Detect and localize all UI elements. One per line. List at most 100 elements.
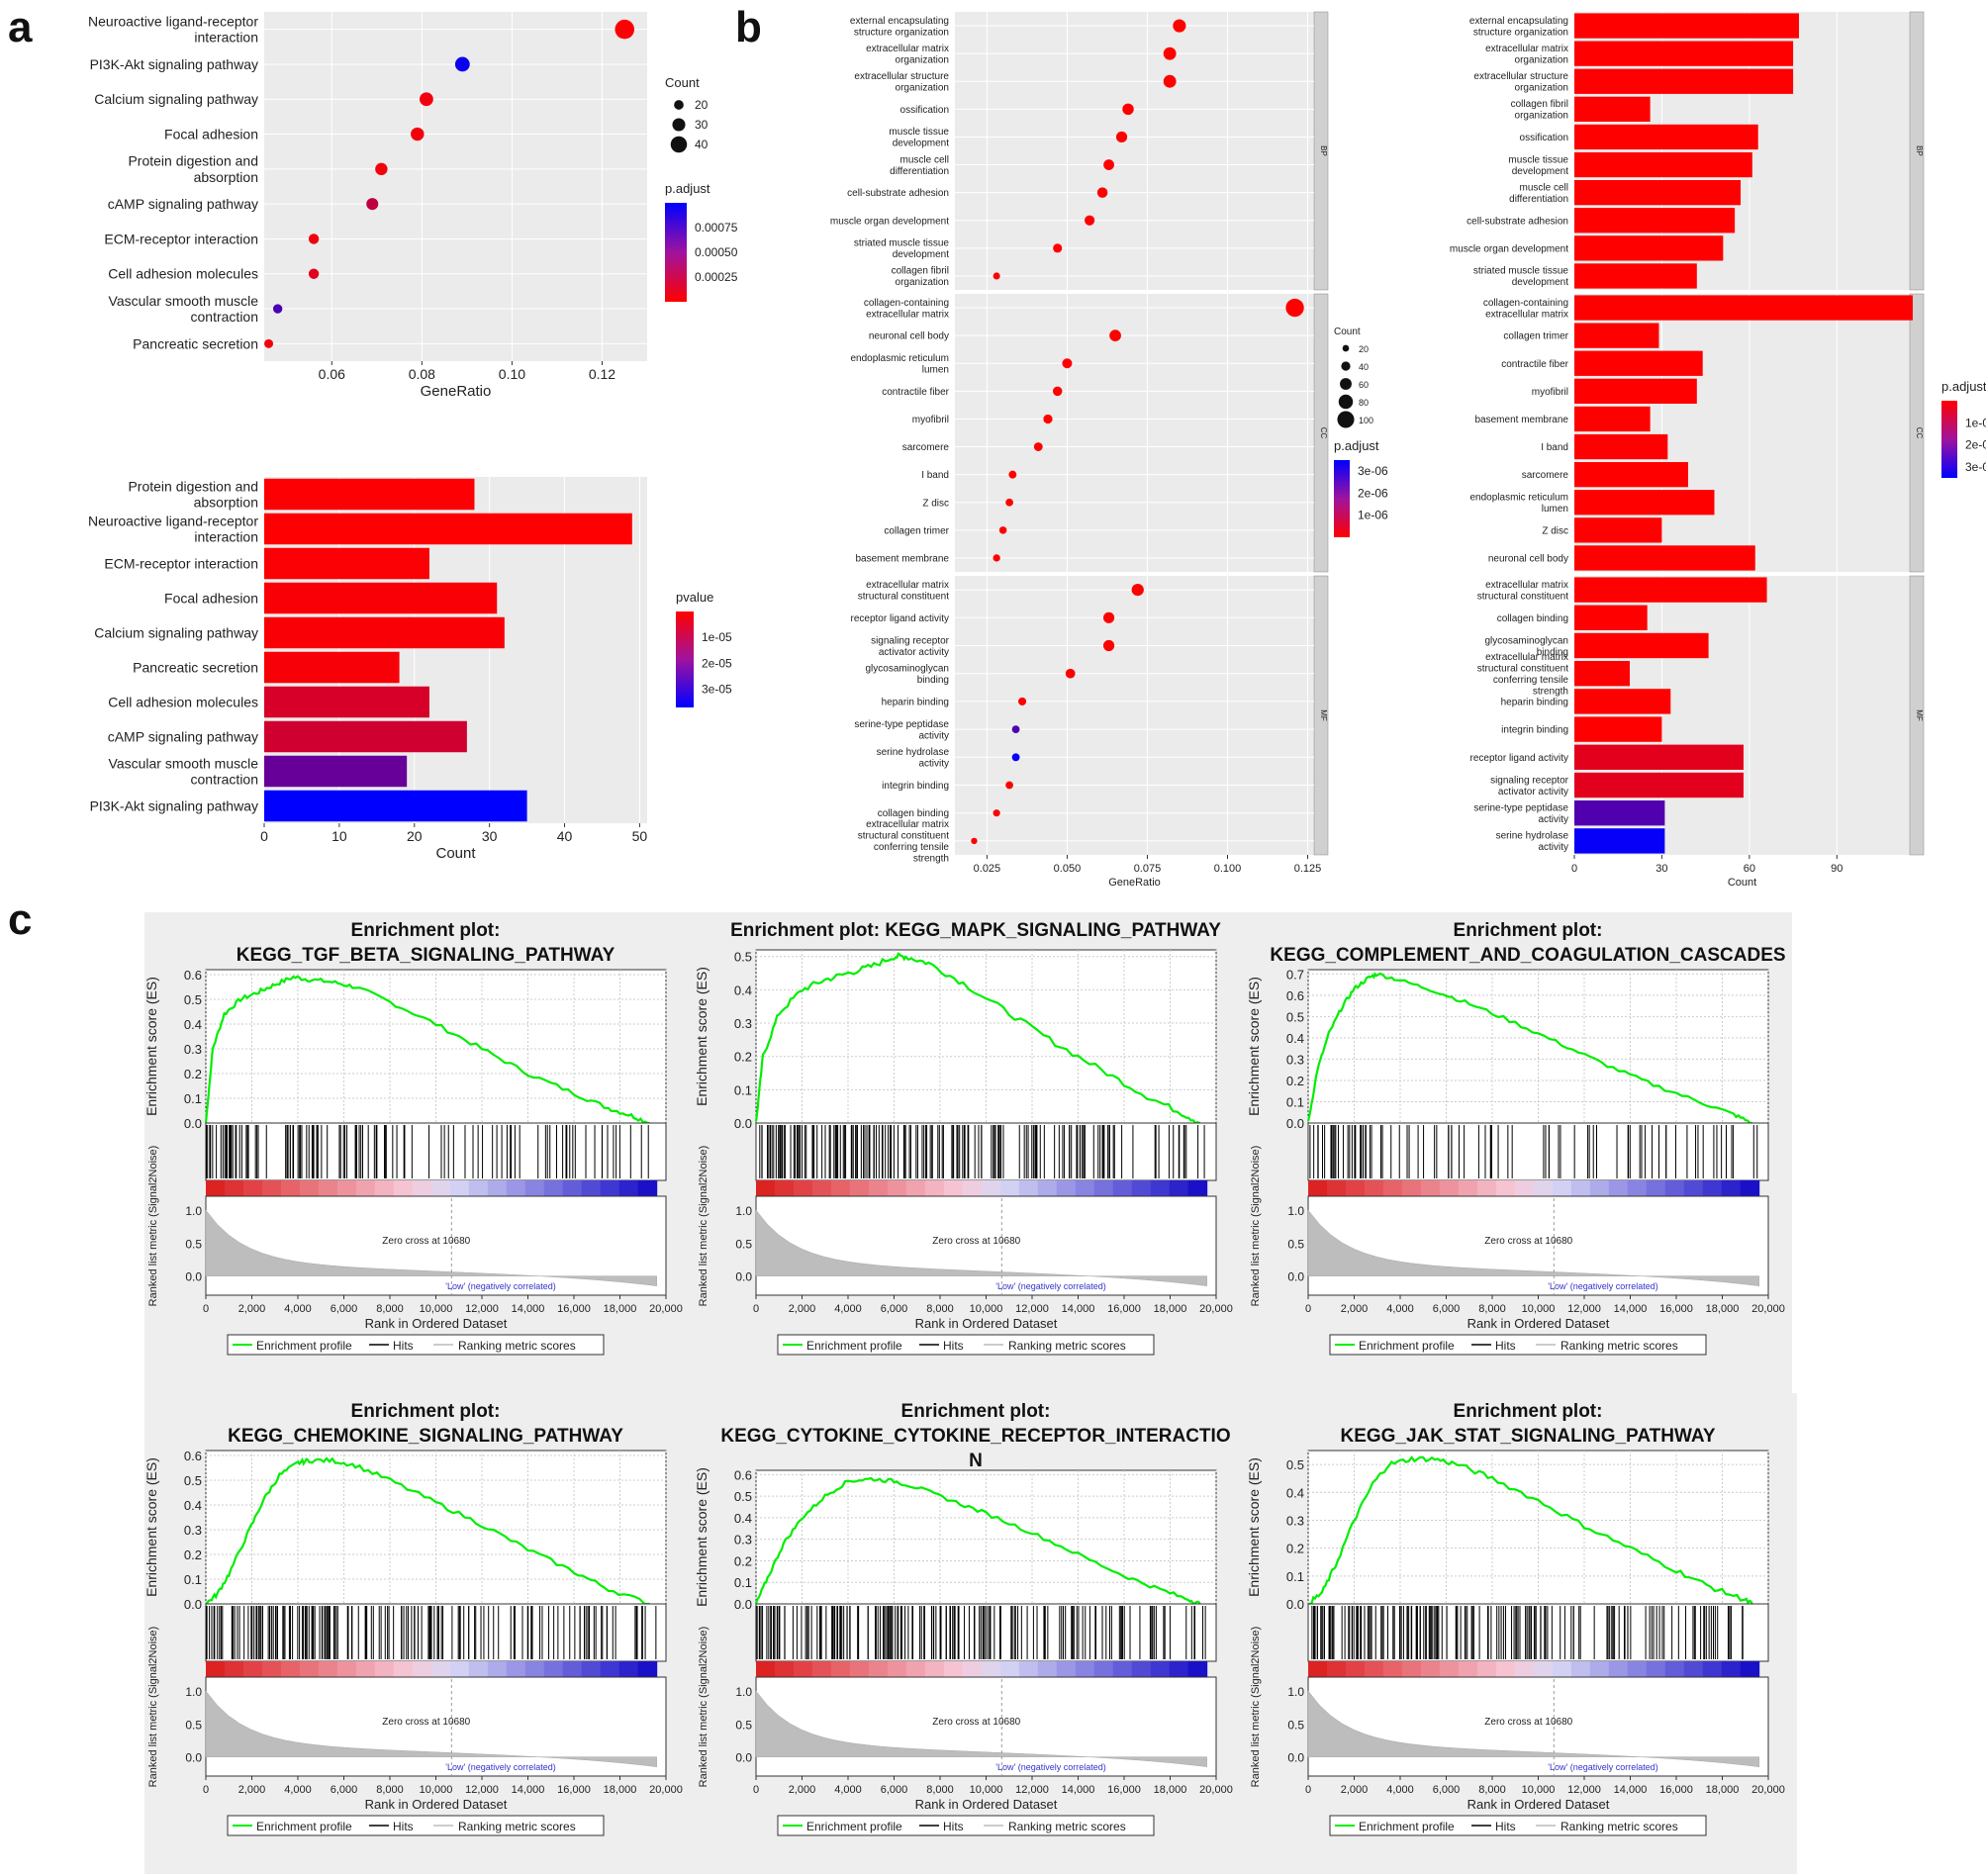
x-tick-label: 6,000 xyxy=(881,1303,908,1315)
data-point xyxy=(411,127,425,141)
x-tick-label: 0.10 xyxy=(499,366,525,382)
x-axis-label: Rank in Ordered Dataset xyxy=(915,1797,1058,1812)
rank-color-segment xyxy=(1702,1661,1723,1677)
bar xyxy=(1574,13,1799,39)
zero-cross-label: Zero cross at 10680 xyxy=(932,1236,1020,1247)
plot-background xyxy=(955,12,1314,290)
y-tick-label: heparin binding xyxy=(882,697,949,707)
y-tick-label: signaling receptor xyxy=(871,635,950,646)
y-tick-label: Pancreatic secretion xyxy=(133,659,258,675)
y-tick-label: contraction xyxy=(191,771,258,787)
y-tick-label: strength xyxy=(1533,686,1568,697)
x-tick-label: 4,000 xyxy=(834,1784,862,1796)
rank-color-segment xyxy=(618,1180,639,1196)
y-tick-label: Calcium signaling pathway xyxy=(94,624,258,640)
rank-color-segment xyxy=(1187,1180,1208,1196)
facet-label: BP xyxy=(1915,145,1924,156)
rank-color-segment xyxy=(1552,1180,1572,1196)
rank-color-segment xyxy=(206,1661,226,1677)
es-y-axis-label: Enrichment score (ES) xyxy=(143,977,159,1116)
rank-color-segment xyxy=(524,1661,545,1677)
rank-color-segment xyxy=(1420,1661,1441,1677)
y-tick-label: sarcomere xyxy=(1522,470,1569,481)
y-tick-label: extracellular matrix xyxy=(866,309,949,320)
legend-label: Ranking metric scores xyxy=(1560,1339,1678,1353)
enrichment-profile-line xyxy=(754,1476,1201,1605)
y-tick-label: collagen-containing xyxy=(1483,298,1568,309)
y-tick-label: extracellular matrix xyxy=(1485,309,1568,320)
y-tick-label: conferring tensile xyxy=(1493,675,1569,686)
x-tick-label: 2,000 xyxy=(1341,1303,1369,1315)
rank-color-segment xyxy=(774,1180,795,1196)
x-tick-label: 6,000 xyxy=(331,1303,358,1315)
y-tick-label: strength xyxy=(913,854,949,865)
rank-color-segment xyxy=(261,1661,282,1677)
y-tick-label: 0.2 xyxy=(734,1050,752,1065)
rank-color-segment xyxy=(261,1180,282,1196)
x-tick-label: 18,000 xyxy=(1154,1784,1187,1796)
y-tick-label: extracellular matrix xyxy=(866,819,949,830)
data-point xyxy=(993,809,1000,817)
bar xyxy=(1574,577,1767,603)
color-legend: pvalue 1e-05 2e-05 3e-05 xyxy=(676,590,732,707)
gsea-plot: Enrichment plot: KEGG_TGF_BETA_SIGNALING_… xyxy=(143,920,683,1356)
hits-area xyxy=(1307,1122,1769,1181)
y-tick-label: ECM-receptor interaction xyxy=(104,555,258,571)
rank-color-segment xyxy=(1382,1661,1403,1677)
legend-label: 30 xyxy=(695,118,709,132)
y-tick-label: interaction xyxy=(194,30,258,46)
x-tick-label: 8,000 xyxy=(926,1784,954,1796)
y-tick-label: serine hydrolase xyxy=(1496,831,1569,842)
rank-color-segment xyxy=(962,1661,983,1677)
x-tick-label: 16,000 xyxy=(557,1303,591,1315)
x-tick-label: 20,000 xyxy=(1751,1784,1785,1796)
x-tick-label: 0 xyxy=(260,828,268,844)
x-tick-label: 12,000 xyxy=(1567,1303,1601,1315)
rank-color-segment xyxy=(1570,1661,1591,1677)
legend-colorbar xyxy=(676,611,694,707)
rank-color-segment xyxy=(581,1661,602,1677)
y-tick-label: 0.4 xyxy=(184,1017,202,1032)
data-point xyxy=(308,234,320,244)
rank-color-segment xyxy=(318,1180,338,1196)
ranking-metric-area xyxy=(205,1690,657,1767)
y-tick-label: structural constituent xyxy=(1477,591,1568,602)
legend-label: Hits xyxy=(1495,1339,1516,1353)
data-point xyxy=(1052,386,1063,397)
rank-color-segment xyxy=(756,1661,776,1677)
rank-color-segment xyxy=(1112,1661,1133,1677)
rank-color-segment xyxy=(1056,1180,1077,1196)
rank-color-segment xyxy=(449,1661,470,1677)
rank-y-tick-label: 1.0 xyxy=(185,1204,202,1218)
rank-color-segment xyxy=(1308,1180,1328,1196)
y-tick-label: serine-type peptidase xyxy=(1473,802,1568,813)
x-axis-label: Count xyxy=(435,845,476,862)
y-tick-label: lumen xyxy=(922,365,949,376)
rank-color-segment xyxy=(1037,1661,1058,1677)
y-tick-label: striated muscle tissue xyxy=(1473,266,1569,277)
y-tick-label: glycosaminoglycan xyxy=(1485,635,1569,646)
y-tick-label: 0.5 xyxy=(1286,1457,1304,1472)
gsea-plot: Enrichment plot: KEGG_COMPLEMENT_AND_COAG… xyxy=(1246,920,1786,1356)
data-point xyxy=(615,19,635,40)
rank-color-segment xyxy=(1326,1180,1347,1196)
y-tick-label: muscle tissue xyxy=(1508,154,1568,165)
x-tick-label: 18,000 xyxy=(1706,1784,1740,1796)
facet-label: MF xyxy=(1915,709,1924,721)
rank-color-segment xyxy=(1018,1180,1039,1196)
gsea-legend: Enrichment profile Hits Ranking metric sco… xyxy=(227,1815,605,1836)
rank-color-segment xyxy=(468,1661,489,1677)
y-tick-label: 0.1 xyxy=(1286,1569,1304,1584)
gsea-plot: Enrichment plot: KEGG_JAK_STAT_SIGNALING_… xyxy=(1246,1401,1785,1836)
legend-tick-label: 3e-05 xyxy=(702,683,732,697)
ranking-metric-area xyxy=(205,1209,657,1286)
bar xyxy=(1574,744,1744,770)
data-point xyxy=(1131,583,1144,597)
x-tick-label: 14,000 xyxy=(1062,1303,1095,1315)
zero-cross-label: Zero cross at 10680 xyxy=(1484,1717,1572,1728)
y-tick-label: cAMP signaling pathway xyxy=(108,728,258,744)
rank-color-segment xyxy=(887,1180,907,1196)
x-axis-label: Rank in Ordered Dataset xyxy=(1467,1797,1610,1812)
